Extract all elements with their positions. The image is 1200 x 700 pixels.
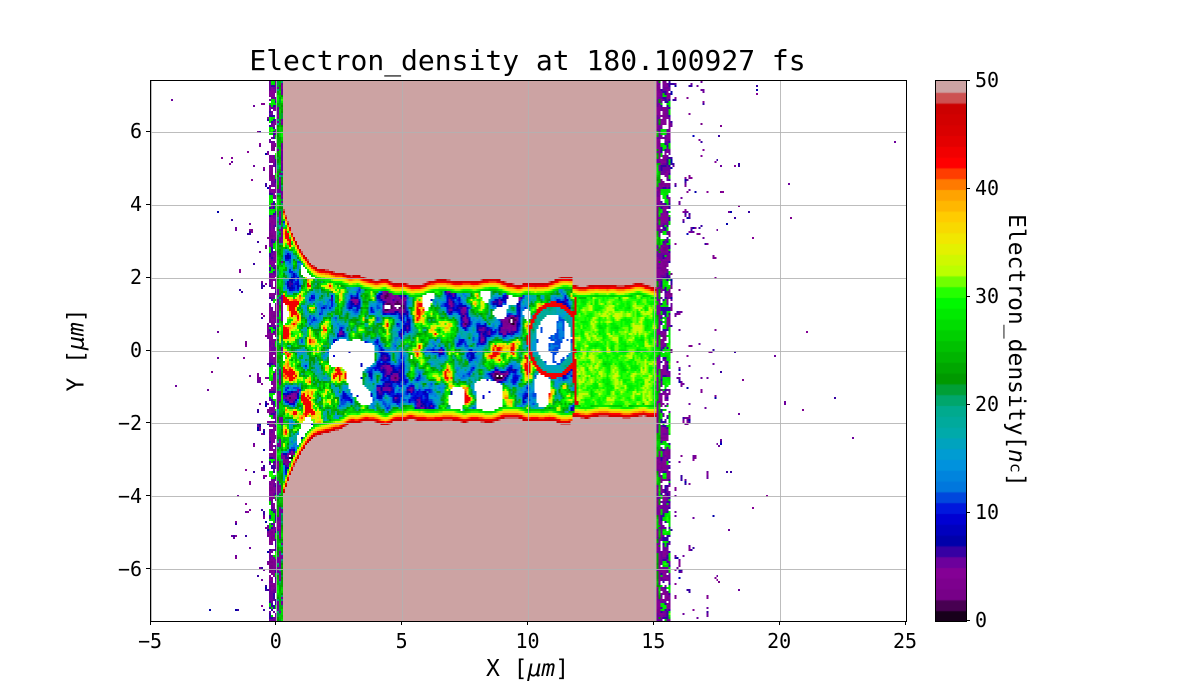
cbar-label-suffix: ] [1003,472,1029,487]
colorbar-tick-label: 20 [975,392,1000,416]
gridline-horizontal [151,131,906,133]
x-tick-label: 0 [269,629,282,653]
y-label-suffix: ] [64,308,91,323]
x-label-unit: μm [527,656,556,682]
gridline-horizontal [151,569,906,571]
plot-area [150,80,907,622]
x-tick-label: 5 [395,629,408,653]
y-axis-label: Y [μm] [56,80,98,620]
colorbar-label: Electron_density[n c] [998,80,1034,620]
colorbar-canvas [936,81,966,621]
colorbar-tick-label: 40 [975,176,1000,200]
colorbar-tick-label: 0 [975,608,988,632]
colorbar [935,80,967,622]
gridline-horizontal [151,423,906,425]
gridline-horizontal [151,204,906,206]
colorbar-tick-label: 50 [975,68,1000,92]
gridline-horizontal [151,277,906,279]
gridline-horizontal [151,350,906,352]
colorbar-tick-label: 10 [975,500,1000,524]
cbar-label-sub: c [1006,462,1026,473]
colorbar-tick-label: 30 [975,284,1000,308]
x-axis-label: X [μm] [150,656,905,682]
cbar-label-prefix: Electron_density[ [1003,213,1029,449]
gridlines [151,81,906,621]
y-label-prefix: Y [ [64,350,91,392]
y-label-rotated: Y [μm] [64,308,90,391]
gridline-horizontal [151,496,906,498]
x-tick-label: 25 [892,629,918,653]
plot-title: Electron_density at 180.100927 fs [249,44,806,77]
y-label-unit: μm [64,322,91,351]
x-tick-label: 20 [767,629,792,653]
x-tick-label: 15 [641,629,666,653]
x-tick-label: −5 [137,629,163,653]
x-label-suffix: ] [555,656,570,682]
cbar-label-var: n [1003,448,1029,463]
x-label-prefix: X [ [485,656,528,682]
x-tick-label: 10 [515,629,540,653]
